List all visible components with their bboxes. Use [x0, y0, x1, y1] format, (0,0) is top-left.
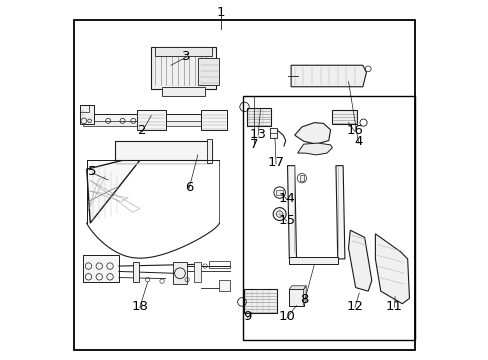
- Polygon shape: [335, 166, 344, 259]
- Bar: [198, 58, 219, 85]
- Text: 7: 7: [249, 138, 258, 150]
- Text: 5: 5: [88, 165, 96, 177]
- Bar: [80, 105, 88, 112]
- Text: 2: 2: [138, 124, 146, 137]
- Bar: [219, 280, 230, 291]
- Bar: [289, 289, 303, 306]
- Bar: [299, 175, 304, 181]
- Text: 15: 15: [278, 214, 295, 227]
- Bar: [270, 128, 277, 138]
- Bar: [83, 121, 226, 126]
- Text: 4: 4: [354, 135, 362, 148]
- Bar: [80, 105, 94, 125]
- Polygon shape: [297, 143, 332, 155]
- Bar: [137, 110, 165, 130]
- Text: 13: 13: [249, 127, 266, 141]
- Polygon shape: [294, 123, 330, 144]
- Polygon shape: [290, 65, 366, 87]
- Bar: [201, 110, 226, 130]
- Text: 1: 1: [217, 6, 225, 19]
- Bar: [247, 108, 270, 126]
- Bar: [83, 114, 226, 123]
- Polygon shape: [303, 286, 305, 306]
- Bar: [162, 87, 204, 96]
- Text: 9: 9: [243, 310, 251, 324]
- Bar: [206, 139, 212, 163]
- Bar: [151, 47, 215, 89]
- Polygon shape: [86, 155, 144, 223]
- Polygon shape: [348, 230, 371, 291]
- Text: 17: 17: [267, 156, 284, 169]
- Bar: [133, 262, 139, 282]
- Text: 10: 10: [278, 310, 295, 324]
- Polygon shape: [289, 286, 305, 289]
- Text: 11: 11: [385, 300, 402, 313]
- Text: 14: 14: [278, 192, 295, 205]
- Text: 16: 16: [346, 124, 363, 137]
- Bar: [172, 262, 187, 284]
- Bar: [83, 255, 119, 282]
- Polygon shape: [375, 234, 408, 304]
- Text: 6: 6: [184, 181, 193, 194]
- Bar: [194, 262, 201, 282]
- Text: 12: 12: [346, 300, 363, 313]
- Text: 3: 3: [182, 50, 190, 63]
- Bar: [242, 96, 414, 339]
- Polygon shape: [289, 257, 337, 264]
- Polygon shape: [287, 166, 296, 259]
- Bar: [276, 190, 282, 195]
- Text: 18: 18: [131, 300, 148, 313]
- Text: 8: 8: [300, 293, 308, 306]
- Bar: [155, 47, 212, 56]
- Bar: [115, 140, 212, 160]
- Bar: [208, 261, 230, 268]
- Bar: [332, 110, 357, 125]
- Bar: [244, 289, 276, 313]
